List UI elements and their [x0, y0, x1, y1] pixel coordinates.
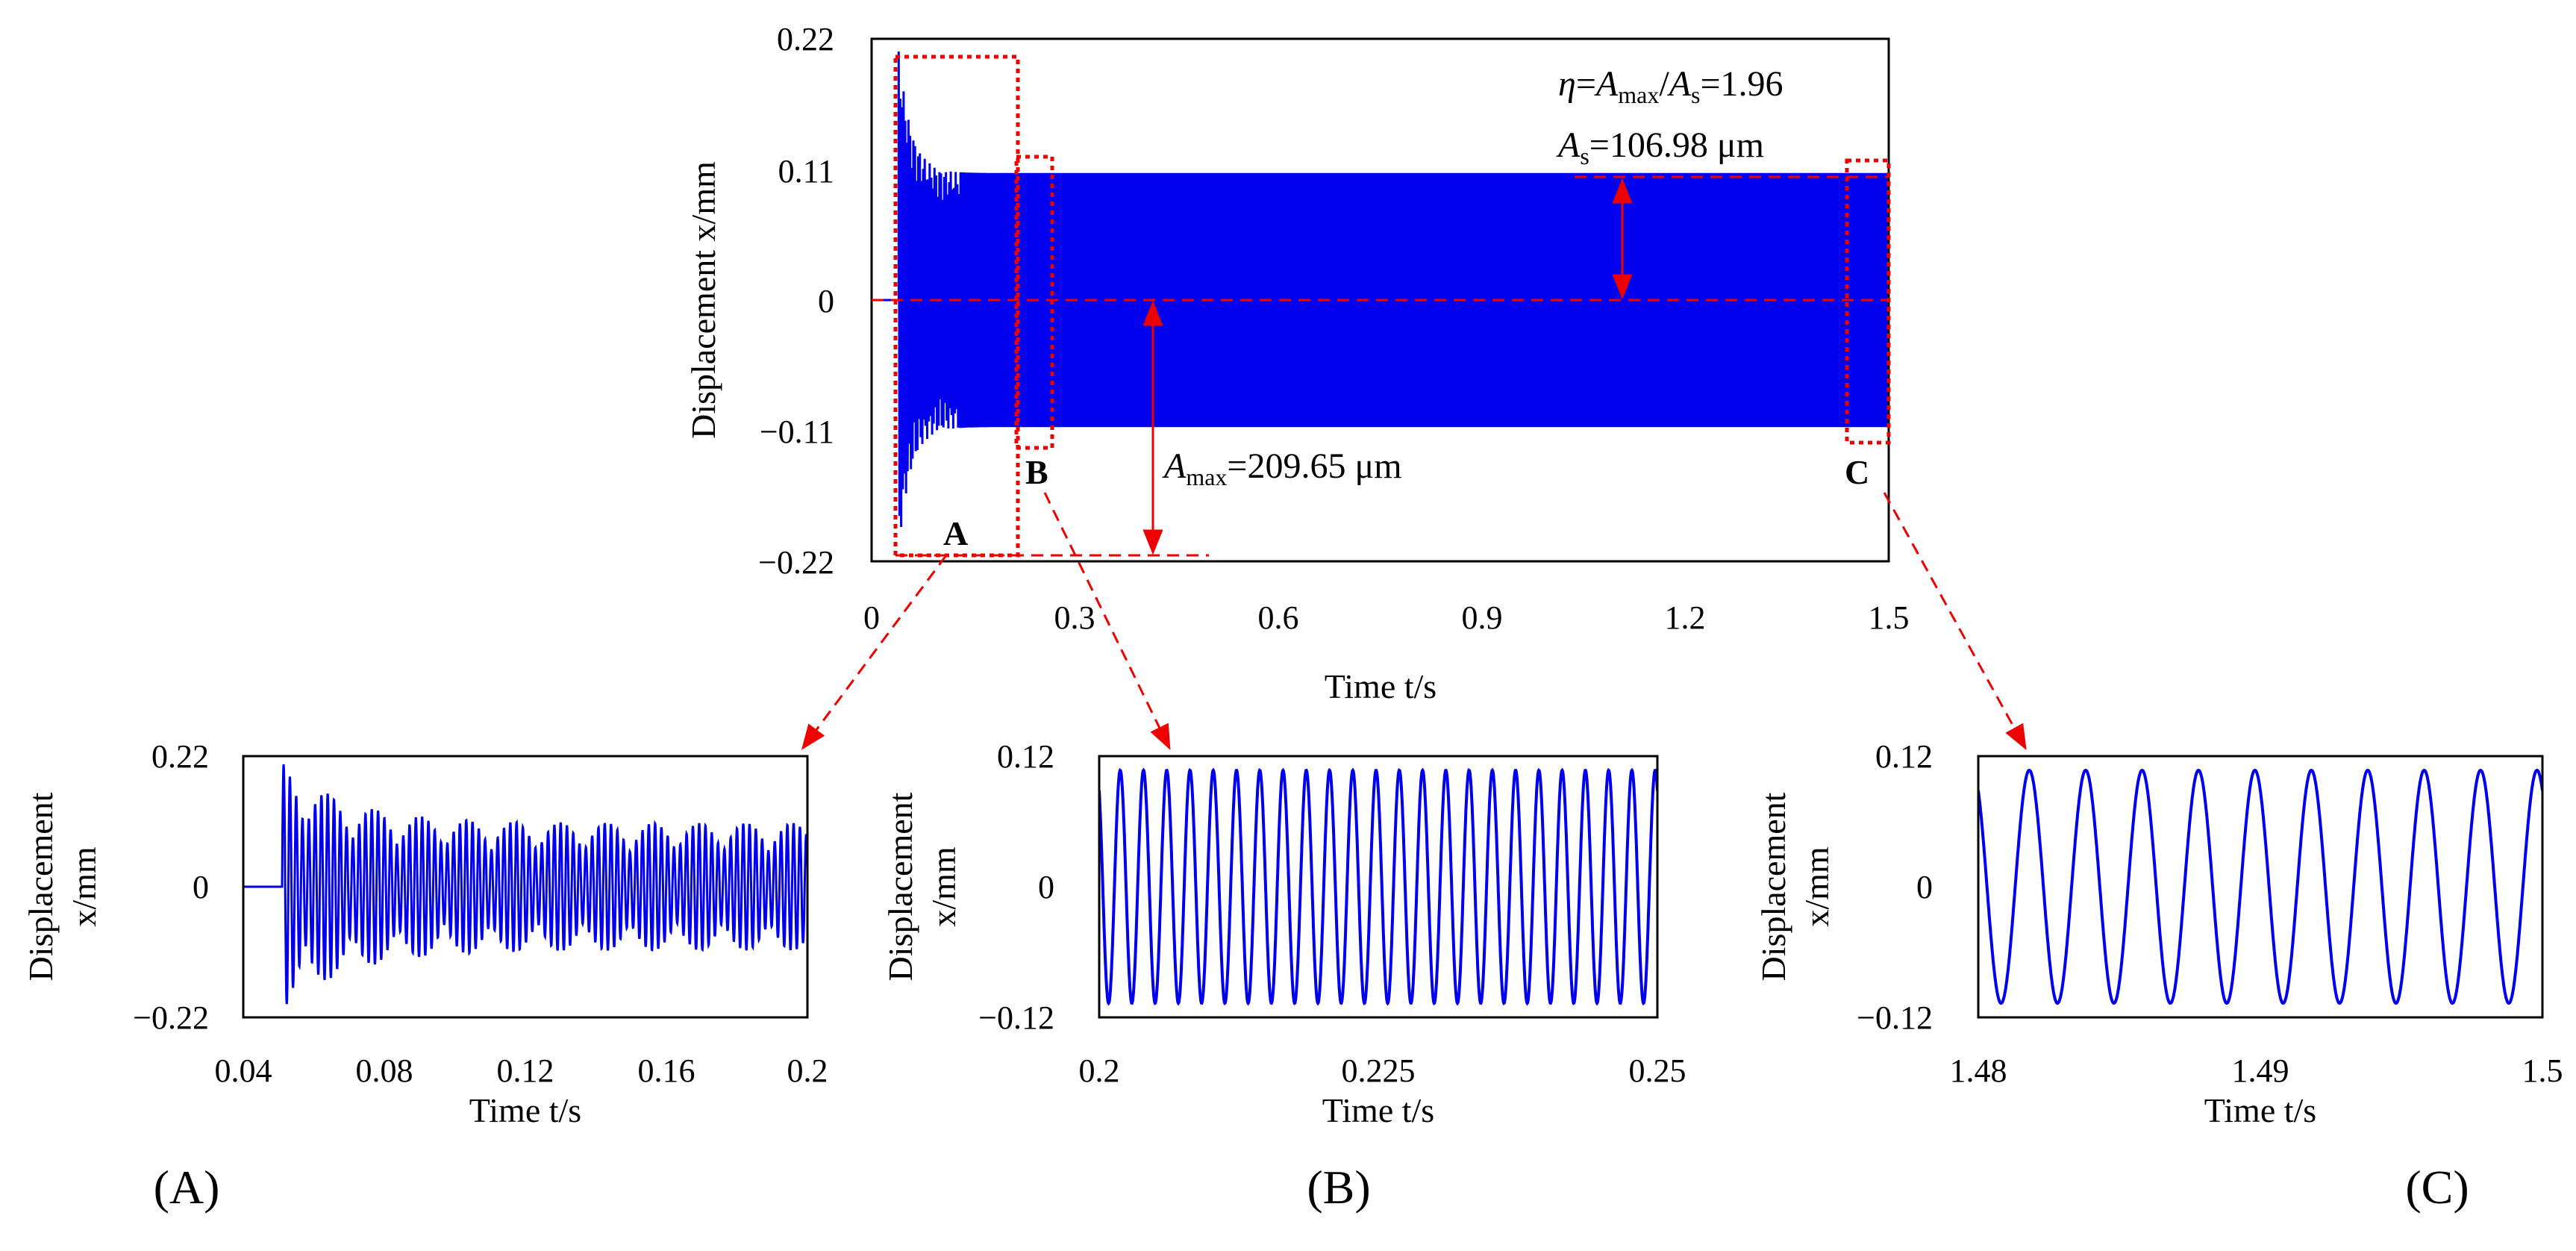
main-xtick: 1.2 [1665, 599, 1706, 636]
main-xtick: 0.9 [1462, 599, 1503, 636]
main-ytick: −0.11 [760, 414, 834, 450]
subplot-a-signal-line [243, 764, 807, 1005]
subplot-a-xtick: 0.04 [215, 1052, 272, 1089]
main-x-axis-title: Time t/s [1325, 667, 1437, 705]
main-y-ticks: 0.22 0.11 0 −0.11 −0.22 [758, 21, 834, 581]
steady-amplitude-annotation: As=106.98 μm [1556, 125, 1764, 169]
subplot-a-ytick: 0 [193, 869, 209, 905]
subplot-a-xtick: 0.16 [638, 1052, 695, 1089]
subplot-c: 0.12 0 −0.12 1.48 1.49 1.5 Time t/s Disp… [1754, 738, 2563, 1214]
zoom-box-b [1014, 155, 1054, 450]
zoom-box-a-letter: A [943, 514, 968, 552]
subplot-c-panel-label: (C) [2405, 1161, 2469, 1214]
subplot-b-y-axis-title: Displacement [881, 792, 919, 981]
zoom-box-b-letter: B [1025, 453, 1048, 491]
main-chart: 0.22 0.11 0 −0.11 −0.22 0 0.3 0.6 0.9 1.… [684, 21, 2027, 751]
subplot-c-frame [1977, 755, 2544, 1019]
subplot-c-x-axis-title: Time t/s [2204, 1091, 2316, 1129]
subplot-b-x-axis-title: Time t/s [1322, 1091, 1434, 1129]
subplot-b-ytick: 0.12 [997, 738, 1054, 775]
max-amplitude-annotation: Amax=209.65 μm [1162, 446, 1402, 490]
main-annotations [801, 54, 2027, 751]
subplot-c-xtick: 1.5 [2522, 1052, 2563, 1089]
subplot-c-ytick: −0.12 [1857, 999, 1933, 1036]
subplot-a-ytick: 0.22 [151, 738, 209, 775]
subplot-a-xtick: 0.2 [787, 1052, 828, 1089]
eta-annotation: η=Amax/As=1.96 [1558, 64, 1783, 108]
main-signal-line [872, 52, 1889, 528]
subplot-a-xtick: 0.12 [497, 1052, 554, 1089]
subplot-a-ytick: −0.22 [133, 999, 209, 1036]
subplot-a-x-axis-title: Time t/s [469, 1091, 581, 1129]
zoom-box-c-letter: C [1845, 453, 1869, 491]
subplot-c-xtick: 1.49 [2232, 1052, 2289, 1089]
subplot-b-ytick: 0 [1038, 869, 1054, 905]
zoom-connector-a [801, 555, 948, 750]
subplot-c-ytick: 0.12 [1875, 738, 1933, 775]
subplot-c-xtick: 1.48 [1950, 1052, 2007, 1089]
subplot-b-xtick: 0.25 [1629, 1052, 1686, 1089]
main-ytick: −0.22 [758, 544, 834, 581]
main-y-axis-title: Displacement x/mm [684, 161, 722, 439]
subplot-b-xtick: 0.225 [1342, 1052, 1416, 1089]
subplot-a-frame [242, 755, 809, 1019]
subplot-a-y-axis-unit: x/mm [65, 846, 103, 927]
subplot-b-xtick: 0.2 [1079, 1052, 1120, 1089]
main-xtick: 0.3 [1054, 599, 1095, 636]
subplot-b-panel-label: (B) [1307, 1161, 1370, 1214]
zoom-box-c [1845, 158, 1891, 445]
subplot-a-xtick: 0.08 [356, 1052, 413, 1089]
subplot-c-y-axis-unit: x/mm [1798, 846, 1836, 927]
subplot-b-y-axis-unit: x/mm [925, 846, 963, 927]
subplot-c-ytick: 0 [1916, 869, 1933, 905]
subplot-a: 0.22 0 −0.22 0.04 0.08 0.12 0.16 0.2 Tim… [22, 738, 828, 1214]
main-plot-signal [872, 52, 1889, 528]
subplot-a-y-axis-title: Displacement [22, 792, 60, 981]
subplot-b-frame [1098, 755, 1659, 1019]
main-xtick: 0 [863, 599, 880, 636]
subplot-b-ytick: −0.12 [978, 999, 1054, 1036]
subplot-b: 0.12 0 −0.12 0.2 0.225 0.25 Time t/s Dis… [881, 738, 1686, 1214]
main-xtick: 0.6 [1258, 599, 1299, 636]
subplot-c-signal-line [1978, 769, 2542, 1005]
subplot-b-signal-line [1099, 767, 1657, 1006]
main-ytick: 0.11 [778, 153, 834, 190]
subplot-c-y-axis-title: Displacement [1754, 792, 1792, 981]
zoom-connector-b [1043, 492, 1171, 751]
main-xtick: 1.5 [1869, 599, 1910, 636]
zoom-connector-c [1883, 492, 2027, 750]
main-ytick: 0 [818, 283, 834, 319]
main-ytick: 0.22 [777, 21, 834, 57]
subplot-a-panel-label: (A) [154, 1161, 220, 1214]
main-x-ticks: 0 0.3 0.6 0.9 1.2 1.5 [863, 599, 1910, 636]
